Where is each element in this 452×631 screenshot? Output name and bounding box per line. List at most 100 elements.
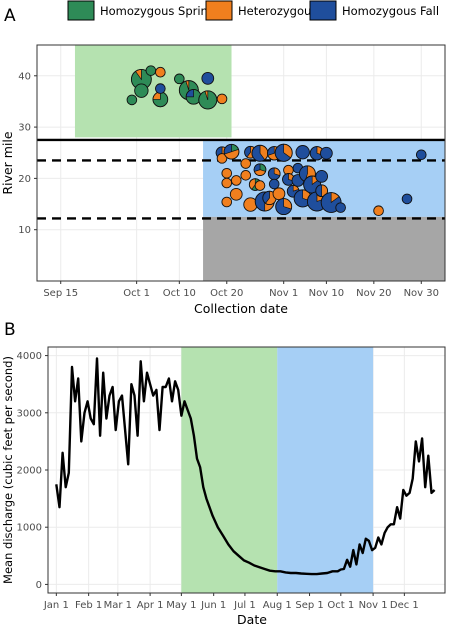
genotype-pie <box>253 163 267 177</box>
pie-outline <box>315 184 329 198</box>
panel-a-y-tick-label: 20 <box>18 174 31 185</box>
pie-slice <box>174 73 185 85</box>
panel-a-x-tick-label: Oct 20 <box>210 288 243 299</box>
panel-a-y-ticks: 10 20 30 40 <box>18 71 37 236</box>
genotype-pie <box>401 193 413 205</box>
genotype-pie <box>221 177 233 189</box>
panel-b-x-tick-label: Jan 1 <box>43 600 69 611</box>
genotype-pie <box>267 167 281 181</box>
pie-slice <box>155 66 166 78</box>
genotype-pie <box>155 66 166 78</box>
genotype-pie <box>240 170 252 181</box>
genotype-pie <box>174 73 185 85</box>
panel-b-x-tick-label: Oct 1 <box>327 600 354 611</box>
pie-slice <box>268 178 280 190</box>
panel-b-y-tick-label: 2000 <box>17 466 42 477</box>
pie-outline <box>274 143 293 162</box>
panel-a-y-axis-title: River mile <box>0 131 15 194</box>
legend-label-heterozygous: Heterozygous <box>238 4 317 18</box>
genotype-pie <box>275 198 293 216</box>
genotype-pie <box>335 202 346 213</box>
genotype-pie <box>221 196 233 208</box>
panel-a-x-tick-label: Nov 10 <box>309 288 344 299</box>
genotype-pie <box>315 169 329 183</box>
legend-key-heterozygous <box>205 0 233 21</box>
pie-slice <box>373 205 384 217</box>
genotype-pie <box>216 93 228 105</box>
panel-a-y-tick-label: 10 <box>18 225 31 236</box>
legend-key-spring <box>67 0 95 21</box>
panel-a-x-tick-label: Nov 1 <box>269 288 298 299</box>
panel-a-x-tick-label: Sep 15 <box>43 288 78 299</box>
panel-b-region-fall <box>277 347 374 593</box>
genotype-pie <box>373 205 384 217</box>
pie-outline <box>275 198 293 216</box>
panel-b-x-tick-label: Nov 1 <box>359 600 388 611</box>
pie-slice <box>216 93 228 105</box>
panel-b-x-ticks: Jan 1 Feb 1 Mar 1 Apr 1 May 1 Jun 1 Jul 1 Aug 1… <box>43 593 419 611</box>
pie-slice <box>240 170 252 181</box>
genotype-pie <box>130 68 152 90</box>
panel-a-x-tick-label: Nov 30 <box>404 288 439 299</box>
pie-outline <box>253 163 267 177</box>
genotype-pie <box>145 65 157 76</box>
genotype-pie <box>155 83 166 94</box>
pie-slice <box>254 180 266 191</box>
genotype-pie <box>295 145 310 160</box>
genotype-pie <box>254 180 266 191</box>
panel-a-points <box>126 65 427 217</box>
panel-a-region-blocked <box>203 216 445 281</box>
pie-slice <box>155 83 166 94</box>
panel-a-x-axis-title: Collection date <box>194 301 288 316</box>
pie-slice <box>415 149 427 161</box>
genotype-pie <box>152 91 169 108</box>
discharge-line <box>55 357 436 576</box>
pie-slice <box>126 94 138 106</box>
pie-slice <box>201 71 215 85</box>
panel-b-region-spring <box>181 347 278 593</box>
genotype-pie <box>216 153 228 164</box>
genotype-pie <box>274 143 293 162</box>
panel-b-y-tick-label: 0 <box>36 580 42 591</box>
pie-slice <box>272 187 286 201</box>
genotype-pie <box>229 187 243 201</box>
pie-slice <box>221 167 233 179</box>
legend-key-fall <box>309 0 337 21</box>
pie-slice <box>230 175 242 186</box>
panel-b: Jan 1 Feb 1 Mar 1 Apr 1 May 1 Jun 1 Jul 1 Aug 1… <box>1 346 446 627</box>
panel-b-x-tick-label: Aug 1 <box>263 600 292 611</box>
pie-slice <box>145 65 157 76</box>
pie-slice <box>240 158 252 169</box>
panel-b-shaded-regions <box>181 347 374 593</box>
pie-outline <box>223 143 240 160</box>
genotype-pie <box>272 187 286 201</box>
panel-a-y-tick-label: 30 <box>18 123 31 134</box>
panel-b-y-axis-title: Mean discharge (cubic feet per second) <box>1 356 15 584</box>
panel-a-x-ticks: Sep 15 Oct 1 Oct 10 Oct 20 Nov 1 Nov 10 Nov 20… <box>43 281 439 299</box>
panel-b-x-tick-label: May 1 <box>166 600 196 611</box>
panel-a-y-tick-label: 40 <box>18 71 31 82</box>
panel-a-x-tick-label: Oct 1 <box>123 288 150 299</box>
genotype-pie <box>230 175 242 186</box>
pie-slice <box>295 145 310 160</box>
genotype-pie <box>315 184 329 198</box>
genotype-pie <box>268 178 280 190</box>
panel-b-y-tick-label: 4000 <box>17 351 42 362</box>
genotype-pie <box>415 149 427 161</box>
genotype-pie <box>223 143 240 160</box>
panel-a-x-tick-label: Oct 10 <box>163 288 196 299</box>
panel-b-x-axis-title: Date <box>237 612 267 627</box>
pie-slice <box>320 146 333 160</box>
pie-slice <box>134 83 149 98</box>
panel-b-label: B <box>4 320 16 340</box>
pie-slice <box>229 187 243 201</box>
panel-b-x-tick-label: Apr 1 <box>137 600 164 611</box>
panel-a-label: A <box>4 6 16 26</box>
panel-a: Sep 15 Oct 1 Oct 10 Oct 20 Nov 1 Nov 10 Nov 20… <box>0 44 446 316</box>
panel-b-x-tick-label: Sep 1 <box>295 600 323 611</box>
panel-b-x-tick-label: Dec 1 <box>390 600 419 611</box>
panel-b-x-tick-label: Feb 1 <box>75 600 102 611</box>
genotype-pie <box>240 158 252 169</box>
